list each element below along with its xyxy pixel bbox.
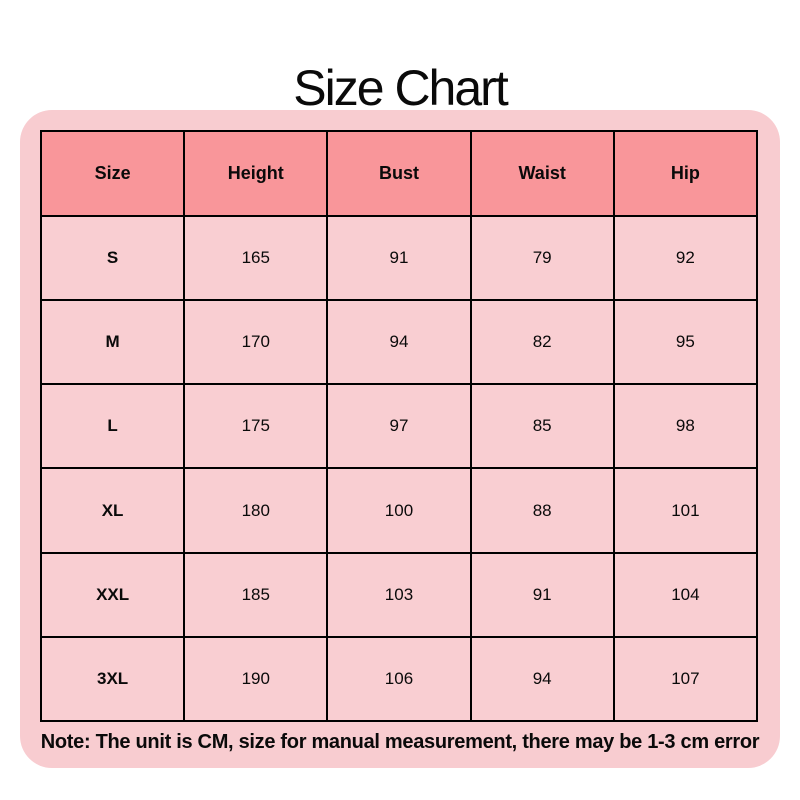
table-row-xl: XL 180 100 88 101: [39, 467, 759, 554]
value-cell-bust: 97: [326, 383, 472, 470]
measurement-note: Note: The unit is CM, size for manual me…: [40, 731, 760, 753]
header-cell-size: Size: [39, 130, 186, 217]
value-cell-hip: 101: [612, 467, 759, 554]
table-row-l: L 175 97 85 98: [39, 383, 759, 470]
header-cell-waist: Waist: [469, 130, 615, 217]
value-cell-bust: 103: [326, 551, 472, 638]
value-cell-bust: 94: [326, 299, 472, 386]
table-row-m: M 170 94 82 95: [39, 299, 759, 386]
value-cell-hip: 98: [612, 383, 759, 470]
size-cell: S: [39, 214, 186, 302]
value-cell-waist: 79: [469, 214, 615, 302]
value-cell-height: 190: [183, 635, 329, 723]
value-cell-hip: 107: [612, 635, 759, 723]
page-title: Size Chart: [293, 59, 508, 116]
value-cell-bust: 91: [326, 214, 472, 302]
size-cell: XXL: [39, 551, 186, 638]
size-table-body: S 165 91 79 92 M 170 94 82 95 L 175 97 85 98 XL 180 100 88…: [39, 214, 759, 723]
value-cell-waist: 85: [469, 383, 615, 470]
size-cell: M: [39, 299, 186, 386]
header-cell-hip: Hip: [612, 130, 759, 217]
table-row-s: S 165 91 79 92: [39, 214, 759, 302]
size-cell: XL: [39, 467, 186, 554]
size-cell: 3XL: [39, 635, 186, 723]
value-cell-hip: 95: [612, 299, 759, 386]
size-chart-panel: Size Height Bust Waist Hip S 165 91 79 92 M 170 94 8…: [20, 110, 780, 768]
value-cell-height: 170: [183, 299, 329, 386]
value-cell-height: 165: [183, 214, 329, 302]
value-cell-hip: 92: [612, 214, 759, 302]
size-table-header: Size Height Bust Waist Hip: [39, 130, 759, 217]
header-cell-bust: Bust: [326, 130, 472, 217]
size-table: Size Height Bust Waist Hip S 165 91 79 92 M 170 94 8…: [39, 130, 759, 723]
header-cell-height: Height: [183, 130, 329, 217]
table-header-row: Size Height Bust Waist Hip: [39, 130, 759, 217]
value-cell-bust: 106: [326, 635, 472, 723]
value-cell-height: 185: [183, 551, 329, 638]
value-cell-waist: 88: [469, 467, 615, 554]
table-row-xxl: XXL 185 103 91 104: [39, 551, 759, 638]
value-cell-waist: 82: [469, 299, 615, 386]
table-row-3xl: 3XL 190 106 94 107: [39, 635, 759, 723]
value-cell-bust: 100: [326, 467, 472, 554]
value-cell-waist: 91: [469, 551, 615, 638]
value-cell-height: 175: [183, 383, 329, 470]
size-cell: L: [39, 383, 186, 470]
value-cell-waist: 94: [469, 635, 615, 723]
value-cell-height: 180: [183, 467, 329, 554]
value-cell-hip: 104: [612, 551, 759, 638]
